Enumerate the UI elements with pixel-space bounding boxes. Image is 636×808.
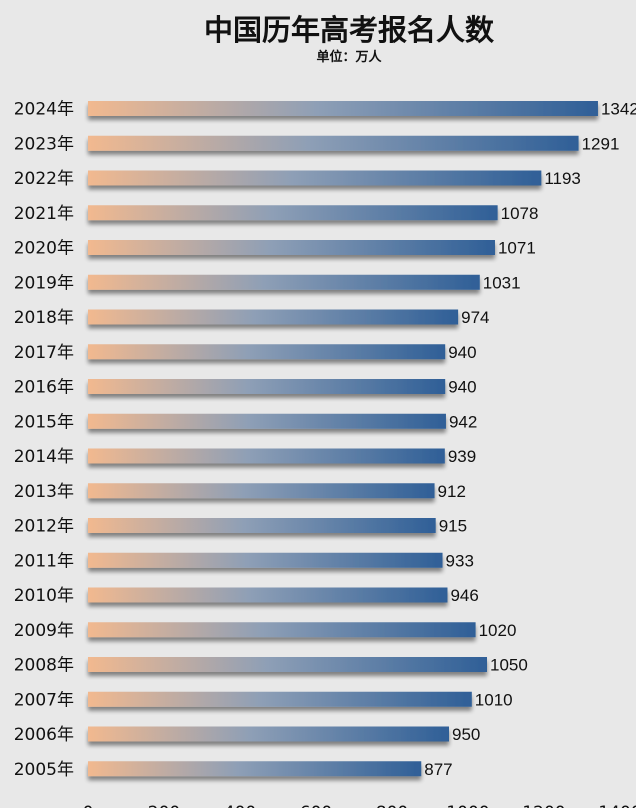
value-label: 1010 — [475, 690, 513, 709]
category-label: 2009年 — [14, 621, 74, 641]
value-label: 1291 — [582, 134, 620, 153]
value-label: 1050 — [490, 656, 528, 675]
chart-title: 中国历年高考报名人数 — [204, 13, 495, 47]
value-label: 1078 — [501, 204, 539, 223]
value-label: 1031 — [483, 273, 521, 292]
x-tick-label: 1200 — [522, 803, 565, 808]
bar — [88, 274, 480, 290]
category-label: 2015年 — [14, 412, 74, 432]
category-label: 2018年 — [14, 308, 74, 328]
value-label: 974 — [461, 308, 489, 327]
category-label: 2005年 — [14, 760, 74, 780]
bar — [88, 483, 435, 499]
bar — [88, 518, 436, 533]
value-label: 946 — [450, 586, 478, 605]
bar — [88, 587, 448, 603]
bar — [88, 135, 579, 151]
bars-group: 2024年 1342 2023年 1291 2022年 1193 2021年 1078 2020… — [14, 100, 636, 780]
bar — [88, 205, 498, 221]
bar — [88, 726, 449, 742]
bar — [88, 240, 495, 255]
value-label: 1020 — [479, 621, 517, 640]
value-label: 933 — [446, 551, 474, 570]
value-label: 942 — [449, 412, 477, 431]
bar — [88, 413, 446, 429]
x-tick-label: 1000 — [446, 803, 489, 808]
category-label: 2006年 — [14, 725, 74, 745]
category-label: 2014年 — [14, 447, 74, 467]
x-tick-label: 800 — [376, 803, 408, 808]
category-label: 2017年 — [14, 343, 74, 363]
value-label: 950 — [452, 725, 480, 744]
category-label: 2013年 — [14, 482, 74, 502]
bar — [88, 170, 542, 186]
bar — [88, 344, 446, 360]
category-label: 2019年 — [14, 273, 74, 293]
value-label: 912 — [438, 482, 466, 501]
x-axis: 0 200 400 600 800 1000 1200 1400 — [83, 803, 636, 808]
value-label: 940 — [448, 343, 476, 362]
category-label: 2010年 — [14, 586, 74, 606]
x-tick-label: 600 — [300, 803, 332, 808]
value-label: 1071 — [498, 239, 536, 258]
bar — [88, 622, 476, 638]
category-label: 2012年 — [14, 517, 74, 537]
x-tick-label: 0 — [83, 803, 94, 808]
x-tick-label: 400 — [224, 803, 256, 808]
category-label: 2023年 — [14, 134, 74, 154]
category-label: 2022年 — [14, 169, 74, 189]
bar — [88, 691, 472, 707]
bar — [88, 309, 459, 325]
bar — [88, 448, 445, 464]
category-label: 2020年 — [14, 239, 74, 259]
category-label: 2021年 — [14, 204, 74, 224]
x-tick-label: 1400 — [598, 803, 636, 808]
bar — [88, 552, 443, 568]
category-label: 2024年 — [14, 100, 74, 120]
bar — [88, 657, 487, 672]
chart-subtitle: 单位：万人 — [316, 49, 382, 65]
value-label: 1342 — [601, 100, 636, 119]
category-label: 2008年 — [14, 656, 74, 676]
bar — [88, 101, 598, 116]
value-label: 940 — [448, 378, 476, 397]
category-label: 2007年 — [14, 690, 74, 710]
value-label: 1193 — [544, 169, 581, 188]
value-label: 877 — [424, 760, 452, 779]
category-label: 2016年 — [14, 378, 74, 398]
x-tick-label: 200 — [148, 803, 180, 808]
value-label: 939 — [448, 447, 476, 466]
bar — [88, 761, 422, 777]
category-label: 2011年 — [14, 551, 74, 571]
value-label: 915 — [439, 517, 467, 536]
bar — [88, 379, 446, 394]
